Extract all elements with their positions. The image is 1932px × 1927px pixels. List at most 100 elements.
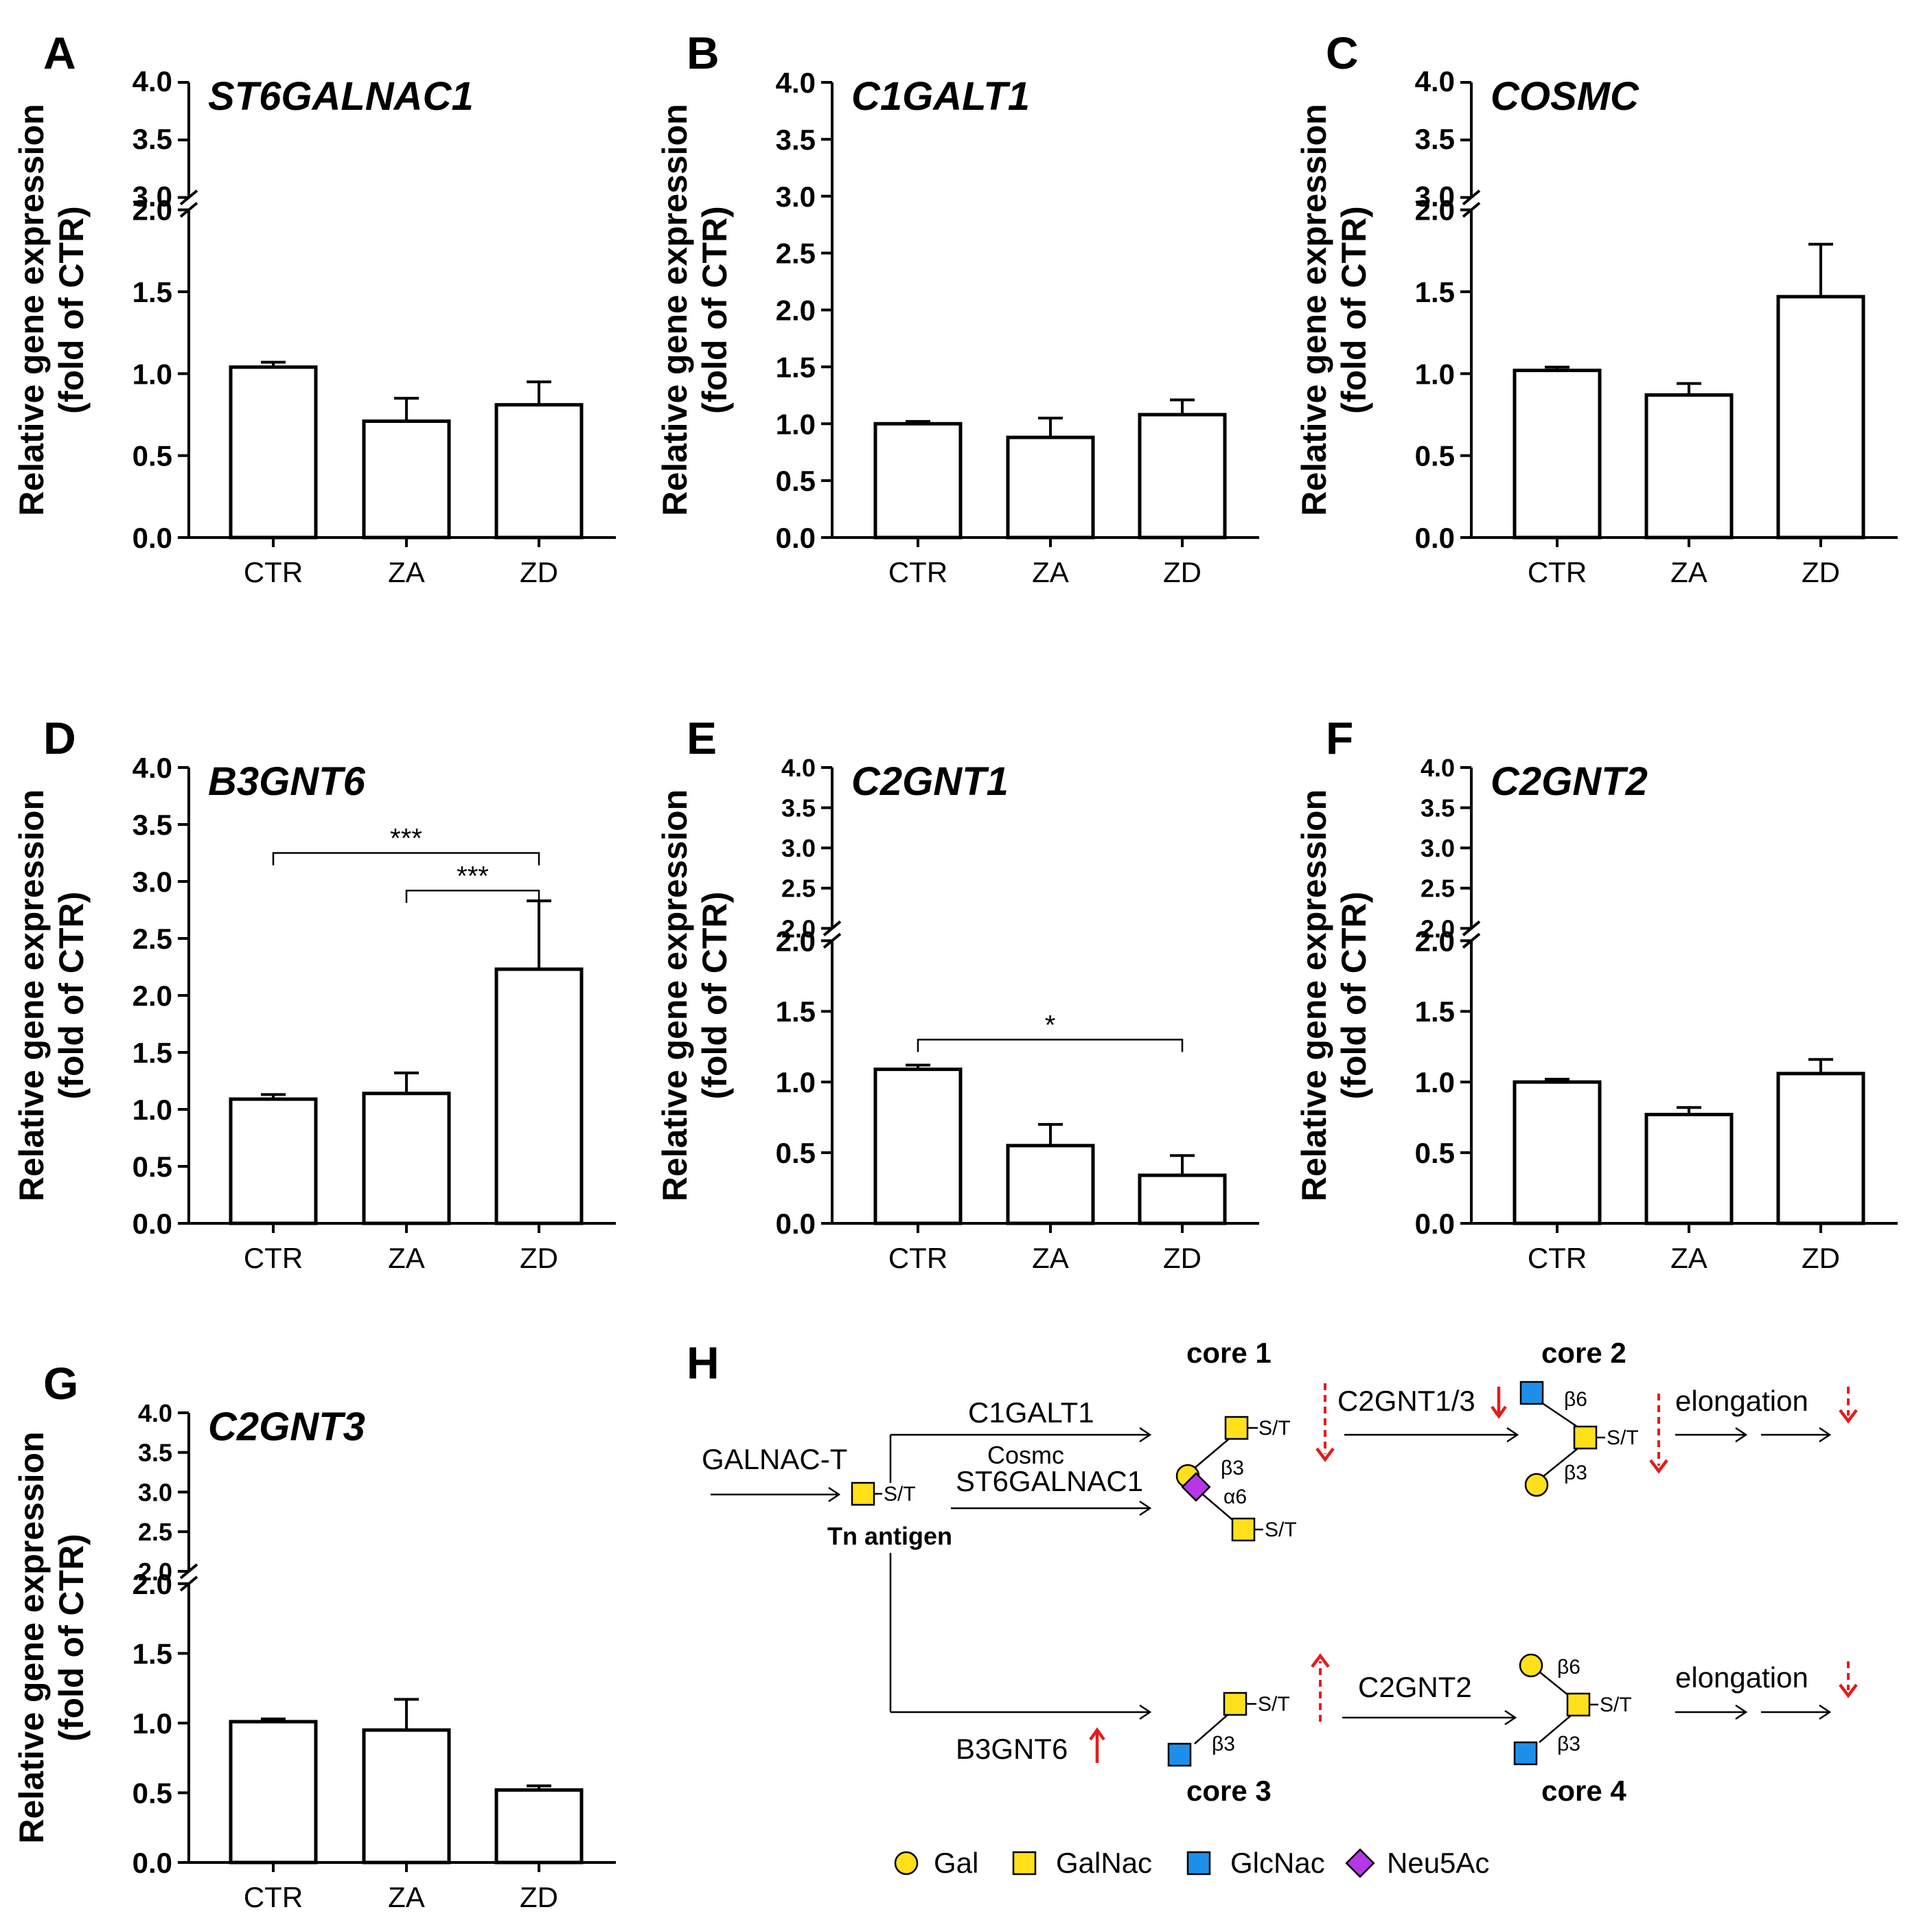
- y-tick-label: 2.5: [138, 1518, 172, 1546]
- y-tick-label: 2.0: [776, 925, 816, 957]
- y-tick-label: 3.5: [1415, 123, 1455, 155]
- y-tick-label: 2.0: [1415, 194, 1455, 227]
- galnac-t-arrowhead: [828, 1486, 841, 1503]
- y-tick-label: 0.0: [133, 522, 172, 554]
- chart-title: COSMC: [1491, 74, 1640, 119]
- core4-gal-link: [1539, 1672, 1569, 1696]
- y-tick-label: 1.0: [133, 358, 172, 390]
- core2-beta6: β6: [1564, 1388, 1587, 1411]
- x-tick-label: ZA: [1670, 1242, 1707, 1274]
- core4-galnac: [1566, 1692, 1591, 1717]
- y-tick-label: 3.5: [133, 809, 172, 841]
- core4-beta6: β6: [1557, 1656, 1580, 1678]
- st6galnac1-label: ST6GALNAC1: [956, 1465, 1143, 1497]
- y-tick-label: 2.5: [776, 238, 816, 270]
- y-tick-label: 1.0: [776, 408, 816, 440]
- core3-galnac: [1223, 1692, 1247, 1716]
- chart-title: C2GNT3: [208, 1405, 365, 1449]
- elongation-bottom-label: elongation: [1675, 1661, 1808, 1694]
- y-tick-label: 2.5: [781, 875, 816, 903]
- x-tick-label: CTR: [888, 1242, 947, 1274]
- x-tick-label: CTR: [1528, 556, 1587, 588]
- bar-zd: [1138, 1173, 1227, 1225]
- bar-zd: [494, 403, 584, 540]
- stn-st: S/T: [1265, 1519, 1297, 1541]
- stn-neu5ac: [1181, 1472, 1211, 1502]
- y-tick-label: 3.0: [776, 181, 816, 213]
- y-axis-label-line2: (fold of CTR): [52, 206, 91, 414]
- chart-title: B3GNT6: [208, 759, 366, 804]
- b3gnt6-arrowhead: [1139, 1704, 1152, 1720]
- bar-zd: [494, 967, 584, 1225]
- x-tick-label: ZD: [520, 1881, 558, 1913]
- elongation-bottom-arrowhead-1: [1735, 1704, 1748, 1720]
- chart-panel-g: G C2GNT3 Relative gene expression (fold of …: [12, 1358, 616, 1913]
- y-tick-label: 0.5: [133, 440, 172, 472]
- chart-title: C1GALT1: [851, 74, 1030, 119]
- x-tick-label: ZA: [1032, 556, 1069, 588]
- legend: Gal GalNac GlcNac Neu5Ac: [894, 1847, 1489, 1879]
- c2gnt2-label: C2GNT2: [1358, 1671, 1472, 1703]
- y-tick-label: 0.5: [1415, 1137, 1455, 1169]
- elongation-top-label: elongation: [1675, 1385, 1808, 1417]
- panel-label-b: B: [687, 27, 720, 78]
- chart-panel-c: C COSMC Relative gene expression (fold of C…: [1295, 27, 1898, 588]
- panel-label-d: D: [43, 713, 76, 763]
- x-tick-label: CTR: [244, 556, 303, 588]
- y-tick-label: 3.5: [781, 794, 816, 822]
- legend-galnac-icon: [1012, 1851, 1037, 1876]
- core2-galnac: [1573, 1425, 1598, 1450]
- y-tick-label: 4.0: [1415, 65, 1455, 97]
- legend-galnac: GalNac: [1056, 1847, 1152, 1879]
- bar-ctr: [229, 1097, 318, 1225]
- y-tick-label: 4.0: [1421, 754, 1455, 782]
- y-axis-label: Relative gene expression: [12, 789, 51, 1201]
- y-tick-label: 4.0: [138, 1399, 172, 1427]
- core3-up-arrowhead: [1311, 1653, 1330, 1668]
- legend-neu5ac-icon: [1345, 1848, 1375, 1878]
- core2-beta3: β3: [1564, 1462, 1587, 1484]
- y-tick-label: 2.0: [781, 914, 816, 943]
- significance-bracket: [405, 890, 540, 903]
- y-tick-label: 1.5: [1415, 276, 1455, 308]
- y-tick-label: 0.0: [133, 1208, 172, 1240]
- legend-neu5ac: Neu5Ac: [1387, 1847, 1489, 1879]
- bar-ctr: [1513, 369, 1602, 540]
- tn-galnac-square: [851, 1481, 875, 1506]
- x-tick-label: CTR: [1528, 1242, 1587, 1274]
- core2-gal-link: [1541, 1448, 1578, 1478]
- bar-zd: [1138, 413, 1227, 540]
- elongation-top-arrowhead-2: [1819, 1427, 1832, 1443]
- x-tick-label: ZD: [1163, 556, 1201, 588]
- y-tick-label: 2.0: [776, 295, 816, 327]
- y-tick-label: 4.0: [133, 752, 172, 784]
- y-axis-label: Relative gene expression: [1295, 789, 1333, 1201]
- y-tick-label: 1.5: [1415, 995, 1455, 1028]
- core3-beta3: β3: [1212, 1733, 1235, 1755]
- galnac-t-label: GALNAC-T: [702, 1443, 847, 1475]
- y-tick-label: 3.5: [138, 1439, 172, 1467]
- bar-za: [362, 1728, 451, 1865]
- bar-za: [1644, 393, 1734, 540]
- chart-panel-e: E C2GNT1 Relative gene expression (fold of …: [656, 713, 1259, 1274]
- y-tick-label: 1.5: [776, 995, 816, 1028]
- panel-label-e: E: [687, 713, 717, 763]
- core3-glcnac-link: [1194, 1714, 1228, 1744]
- x-tick-label: ZA: [1032, 1242, 1069, 1274]
- y-tick-label: 0.5: [1415, 440, 1455, 472]
- x-tick-label: ZA: [388, 1881, 425, 1913]
- y-axis-label-line2: (fold of CTR): [1335, 892, 1373, 1100]
- y-tick-label: 1.0: [1415, 358, 1455, 390]
- y-axis-label-line2: (fold of CTR): [695, 206, 734, 414]
- cosmc-label: Cosmc: [987, 1441, 1064, 1469]
- core2-down-arrowhead: [1649, 1459, 1668, 1474]
- y-tick-label: 1.5: [133, 1637, 172, 1670]
- core4-glcnac-link: [1539, 1715, 1572, 1743]
- bar-ctr: [229, 365, 318, 540]
- elongation-bottom-arrowhead-2: [1819, 1704, 1832, 1720]
- y-tick-label: 0.0: [776, 1208, 816, 1240]
- panel-label-f: F: [1326, 713, 1353, 763]
- x-tick-label: ZA: [1670, 556, 1707, 588]
- c2gnt13-down-arrowhead: [1491, 1405, 1507, 1419]
- x-tick-label: ZD: [1802, 1242, 1840, 1274]
